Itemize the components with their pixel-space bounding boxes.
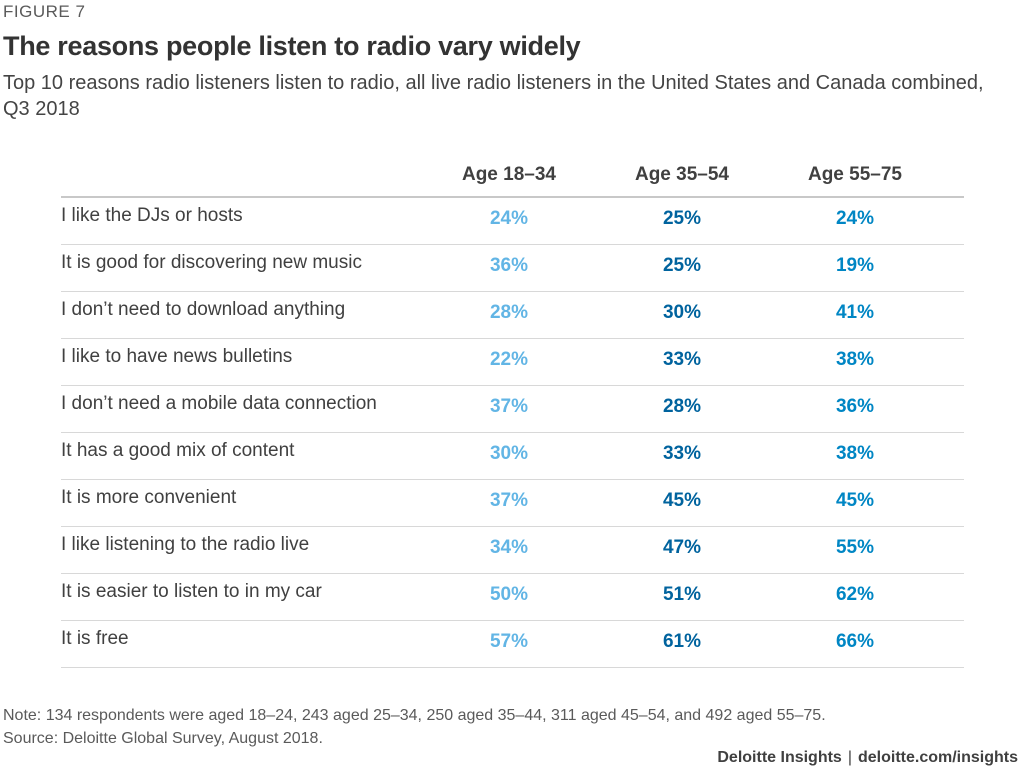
- brand-separator: |: [847, 749, 852, 766]
- row-label: I don’t need a mobile data connection: [61, 393, 377, 414]
- value-cell-age-55-75: 45%: [835, 490, 875, 511]
- value-cell-age-35-54: 33%: [662, 349, 702, 370]
- table-row: I don’t need to download anything 28% 30% 4…: [61, 292, 964, 339]
- figure-label: FIGURE 7: [3, 2, 86, 21]
- value-cell-age-55-75: 19%: [835, 255, 875, 276]
- value-cell-age-18-34: 22%: [489, 349, 529, 370]
- column-header-age-55-75: Age 55–75: [807, 164, 902, 185]
- row-label: It is easier to listen to in my car: [61, 581, 322, 602]
- value-cell-age-35-54: 51%: [662, 584, 702, 605]
- table-row: I like the DJs or hosts 24% 25% 24%: [61, 198, 964, 245]
- value-cell-age-35-54: 61%: [662, 631, 702, 652]
- brand-url[interactable]: deloitte.com/insights: [857, 749, 1018, 766]
- table-row: It is free 57% 61% 66%: [61, 621, 964, 668]
- row-label: I like the DJs or hosts: [61, 205, 243, 226]
- value-cell-age-18-34: 24%: [489, 208, 529, 229]
- row-label: It is more convenient: [61, 487, 237, 508]
- value-cell-age-35-54: 33%: [662, 443, 702, 464]
- source-text: Source: Deloitte Global Survey, August 2…: [3, 730, 323, 747]
- brand-footer: Deloitte Insights | deloitte.com/insights: [717, 749, 1018, 767]
- value-cell-age-18-34: 28%: [489, 302, 529, 323]
- table-row: It is easier to listen to in my car 50% 51…: [61, 574, 964, 621]
- row-label: It is free: [61, 628, 129, 649]
- table-row: I don’t need a mobile data connection 37%…: [61, 386, 964, 433]
- value-cell-age-55-75: 24%: [835, 208, 875, 229]
- value-cell-age-18-34: 50%: [489, 584, 529, 605]
- value-cell-age-18-34: 37%: [489, 396, 529, 417]
- table-row: I like listening to the radio live 34% 47%…: [61, 527, 964, 574]
- table-row: It is good for discovering new music 36% 2…: [61, 245, 964, 292]
- value-cell-age-35-54: 30%: [662, 302, 702, 323]
- value-cell-age-35-54: 47%: [662, 537, 702, 558]
- row-label: I like listening to the radio live: [61, 534, 310, 555]
- footnote: Note: 134 respondents were aged 18–24, 2…: [3, 704, 826, 750]
- table-header: Age 18–34 Age 35–54 Age 55–75: [61, 150, 964, 198]
- value-cell-age-18-34: 34%: [489, 537, 529, 558]
- value-cell-age-35-54: 25%: [662, 208, 702, 229]
- value-cell-age-35-54: 25%: [662, 255, 702, 276]
- table-body: I like the DJs or hosts 24% 25% 24% It is go…: [61, 198, 964, 668]
- value-cell-age-55-75: 38%: [835, 443, 875, 464]
- value-cell-age-55-75: 41%: [835, 302, 875, 323]
- value-cell-age-18-34: 37%: [489, 490, 529, 511]
- value-cell-age-18-34: 36%: [489, 255, 529, 276]
- row-label: It has a good mix of content: [61, 440, 295, 461]
- value-cell-age-18-34: 57%: [489, 631, 529, 652]
- column-header-age-35-54: Age 35–54: [634, 164, 729, 185]
- value-cell-age-55-75: 66%: [835, 631, 875, 652]
- value-cell-age-18-34: 30%: [489, 443, 529, 464]
- row-label: I like to have news bulletins: [61, 346, 293, 367]
- table-row: It is more convenient 37% 45% 45%: [61, 480, 964, 527]
- value-cell-age-55-75: 38%: [835, 349, 875, 370]
- table-row: It has a good mix of content 30% 33% 38%: [61, 433, 964, 480]
- chart-subtitle: Top 10 reasons radio listeners listen to…: [3, 72, 984, 120]
- value-cell-age-55-75: 36%: [835, 396, 875, 417]
- row-label: I don’t need to download anything: [61, 299, 346, 320]
- note-text: Note: 134 respondents were aged 18–24, 2…: [3, 707, 826, 724]
- brand-name: Deloitte Insights: [717, 749, 842, 766]
- column-header-age-18-34: Age 18–34: [461, 164, 556, 185]
- value-cell-age-55-75: 62%: [835, 584, 875, 605]
- value-cell-age-35-54: 28%: [662, 396, 702, 417]
- chart-title: The reasons people listen to radio vary …: [3, 31, 581, 61]
- value-cell-age-35-54: 45%: [662, 490, 702, 511]
- table-row: I like to have news bulletins 22% 33% 38%: [61, 339, 964, 386]
- value-cell-age-55-75: 55%: [835, 537, 875, 558]
- data-table: Age 18–34 Age 35–54 Age 55–75 I like the…: [61, 150, 964, 668]
- row-label: It is good for discovering new music: [61, 252, 362, 273]
